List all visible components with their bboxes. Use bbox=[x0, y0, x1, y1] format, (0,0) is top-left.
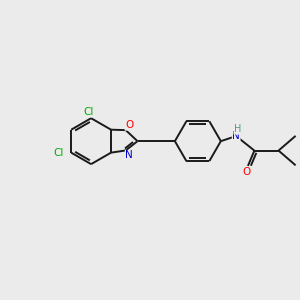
Text: H: H bbox=[234, 124, 241, 134]
Text: Cl: Cl bbox=[84, 107, 94, 117]
Text: O: O bbox=[125, 120, 134, 130]
Text: O: O bbox=[242, 167, 250, 177]
Text: Cl: Cl bbox=[54, 148, 64, 158]
Text: N: N bbox=[125, 150, 133, 161]
Text: N: N bbox=[232, 131, 240, 141]
